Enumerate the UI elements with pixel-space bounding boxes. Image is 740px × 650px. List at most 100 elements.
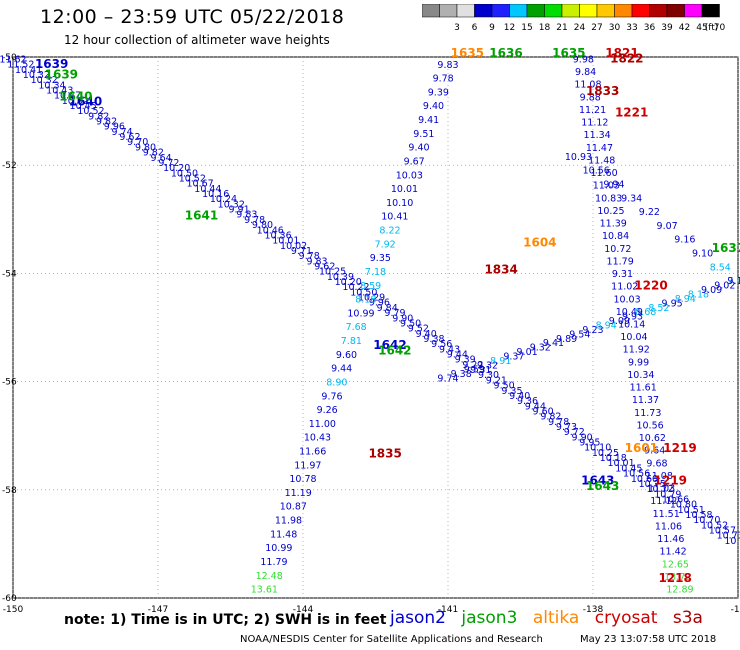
pass-time-label: 1641	[185, 208, 218, 222]
color-legend: 3 6 9 12 15 18 21 24 27 30 33 36 39 42 45 70(ft)	[422, 4, 726, 33]
swh-value-label: 9.31	[470, 365, 491, 376]
swh-value-label: 9.21	[486, 375, 507, 386]
swh-value-label: 11.61	[630, 383, 657, 394]
swh-value-label: 9.44	[525, 401, 546, 412]
pass-time-label: 1219	[654, 473, 687, 487]
swh-value-label: 9.95	[579, 438, 600, 449]
swh-value-label: 10.20	[163, 163, 190, 174]
swh-value-label: 9.30	[478, 370, 499, 381]
swh-value-label: 11.62	[0, 54, 27, 65]
swh-value-label: 9.54	[569, 329, 590, 340]
swh-value-label: 10.49	[616, 307, 643, 318]
swh-value-label: 9.01	[517, 347, 538, 358]
swh-value-label: 11.48	[270, 529, 297, 540]
swh-value-label: 10.18	[600, 453, 627, 464]
swh-value-label: 9.38	[423, 334, 444, 345]
swh-value-label: 11.51	[653, 509, 680, 520]
y-tick-label: -54	[2, 269, 17, 279]
swh-value-label: 9.07	[657, 221, 678, 232]
swh-value-label: 9.60	[533, 406, 554, 417]
swh-value-label: 8.18	[355, 295, 376, 306]
y-tick-label: -50	[2, 53, 17, 63]
swh-value-label: 11.79	[260, 557, 287, 568]
legend-tick-label: 21	[556, 23, 567, 33]
swh-value-label: 11.19	[285, 488, 312, 499]
swh-value-label: 10.67	[186, 179, 213, 190]
swh-value-label: 7.68	[346, 322, 367, 333]
swh-value-label: 9.78	[433, 74, 454, 85]
swh-value-label: 11.03	[648, 484, 675, 495]
swh-value-label: 9.50	[400, 318, 421, 329]
swh-value-label: 10.39	[327, 272, 354, 283]
x-tick-label: -150	[3, 605, 24, 612]
swh-value-label: 7.92	[375, 239, 396, 250]
pass-time-label: 1821	[605, 46, 638, 60]
swh-value-label: 9.84	[575, 67, 596, 78]
swh-value-label: 9.83	[437, 60, 458, 71]
swh-value-label: 9.70	[127, 137, 148, 148]
swh-value-label: 9.36	[517, 396, 538, 407]
swh-value-label: 9.78	[299, 251, 320, 262]
pass-time-label: 1221	[615, 106, 648, 120]
swh-value-label: 9.62	[119, 132, 140, 143]
swh-value-label: 10.01	[391, 184, 418, 195]
swh-value-label: 10.87	[280, 502, 307, 513]
swh-value-label: 9.44	[447, 350, 468, 361]
swh-value-label: 9.82	[88, 111, 109, 122]
swh-value-label: 9.78	[548, 417, 569, 428]
legend-tick-label: 12	[504, 23, 515, 33]
legend-tick-label: 45	[696, 23, 707, 33]
swh-value-label: 9.67	[404, 156, 425, 167]
swh-value-label: 10.29	[358, 293, 385, 304]
pass-time-label: 1833	[586, 84, 619, 98]
pass-time-label: 1635	[451, 46, 484, 60]
pass-time-label: 1639	[45, 68, 78, 82]
swh-value-label: 9.91	[228, 205, 249, 216]
swh-value-label: 10.25	[319, 267, 346, 278]
swh-value-label: 9.40	[509, 391, 530, 402]
y-tick-label: -56	[2, 378, 17, 388]
swh-value-label: 13.72	[664, 572, 691, 583]
swh-value-label: 9.62	[314, 262, 335, 273]
legend-tick-label: 70	[714, 23, 726, 33]
swh-value-label: 10.41	[15, 65, 42, 76]
y-tick-label: -60	[2, 594, 17, 604]
satellite-label: jason2	[390, 608, 446, 628]
pass-time-label: 1601	[625, 441, 658, 455]
pass-time-label: 1834	[484, 262, 517, 276]
swh-value-label: 9.22	[462, 360, 483, 371]
legend-tick-label: 33	[626, 23, 637, 33]
swh-value-label: 10.99	[347, 308, 374, 319]
swh-value-label: 9.10	[692, 249, 713, 260]
chart-title: 12:00 – 23:59 UTC 05/22/2018	[40, 6, 345, 28]
swh-value-label: 7.99	[727, 276, 740, 287]
satellite-label: altika	[532, 608, 580, 628]
swh-value-label: 9.56	[431, 339, 452, 350]
legend-tick-label: 15	[521, 23, 532, 33]
swh-value-label: 9.40	[408, 143, 429, 154]
swh-value-label: 9.89	[556, 334, 577, 345]
swh-value-label: 9.72	[158, 158, 179, 169]
swh-value-label: 8.52	[648, 303, 669, 314]
swh-value-label: 10.79	[654, 489, 681, 500]
pass-time-label: 1642	[378, 344, 411, 358]
swh-value-label: 11.98	[275, 516, 302, 527]
pass-time-label: 1218	[658, 571, 691, 585]
swh-value-label: 10.51	[678, 505, 705, 516]
pass-time-label: 1220	[634, 279, 667, 293]
swh-value-label: 9.64	[644, 446, 665, 457]
swh-value-label: 7.18	[365, 267, 386, 278]
swh-value-label: 8.68	[635, 307, 656, 318]
swh-value-label: 9.73	[556, 422, 577, 433]
swh-value-label: 9.64	[151, 153, 172, 164]
swh-value-label: 10.93	[565, 152, 592, 163]
swh-value-label: 9.74	[437, 374, 458, 385]
swh-value-label: 10.46	[257, 225, 284, 236]
pass-time-label: 1639	[35, 57, 68, 71]
swh-value-label: 10.25	[597, 206, 624, 217]
pass-time-label: 1643	[581, 473, 614, 487]
swh-value-label: 10.45	[615, 463, 642, 474]
swh-value-label: 11.39	[600, 219, 627, 230]
swh-value-label: 11.21	[579, 105, 606, 116]
